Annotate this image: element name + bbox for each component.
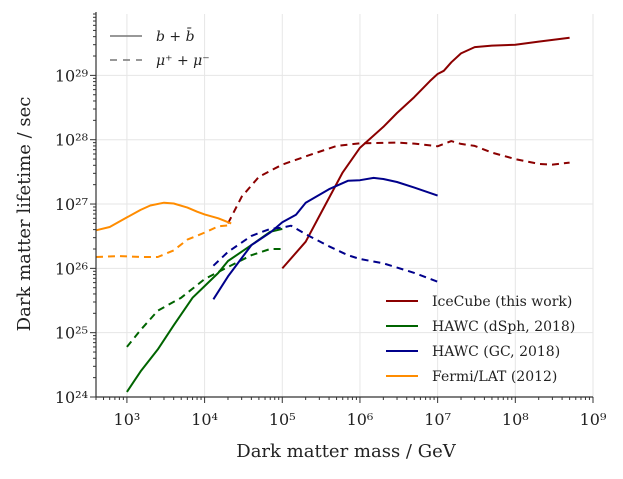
y-tick-label: 10²⁶ xyxy=(55,259,88,278)
series-group xyxy=(95,36,570,393)
experiment-legend-label: IceCube (this work) xyxy=(432,294,572,310)
y-tick-label: 10²⁵ xyxy=(55,324,88,343)
series-line xyxy=(95,224,232,258)
x-tick-label: 10⁵ xyxy=(269,410,296,429)
experiment-legend-label: HAWC (GC, 2018) xyxy=(432,344,560,360)
x-tick-label: 10⁷ xyxy=(424,410,451,429)
series-line xyxy=(281,36,570,270)
x-tick-label: 10⁸ xyxy=(502,410,529,429)
legends: b + b̄ μ⁺ + μ⁻ IceCube (this work) HAWC (dS… xyxy=(110,27,575,385)
y-tick-label: 10²⁴ xyxy=(55,388,88,407)
style-legend-label: μ⁺ + μ⁻ xyxy=(156,53,210,69)
series-line xyxy=(126,248,283,348)
y-tick-label: 10²⁷ xyxy=(55,195,88,214)
ticks: 10³ 10⁴ 10⁵ 10⁶ 10⁷ 10⁸ 10⁹ 10²⁴ 10²⁵ 10²⁶ 10²⁷ 10²… xyxy=(55,13,607,429)
experiment-legend-label: Fermi/LAT (2012) xyxy=(432,369,557,385)
series-line xyxy=(227,140,570,224)
x-tick-label: 10⁹ xyxy=(580,410,607,429)
x-tick-label: 10³ xyxy=(114,410,141,429)
x-axis-label: Dark matter mass / GeV xyxy=(236,441,456,462)
series-line xyxy=(212,224,438,283)
experiment-legend-label: HAWC (dSph, 2018) xyxy=(432,319,575,335)
series-line xyxy=(95,201,232,232)
series-line xyxy=(212,176,438,300)
style-legend-label: b + b̄ xyxy=(156,27,195,45)
grid xyxy=(96,14,594,398)
x-tick-label: 10⁴ xyxy=(191,410,218,429)
x-tick-label: 10⁶ xyxy=(347,410,374,429)
y-axis-label: Dark matter lifetime / sec xyxy=(14,97,35,332)
y-tick-label: 10²⁹ xyxy=(55,66,89,85)
y-tick-label: 10²⁸ xyxy=(55,131,88,150)
